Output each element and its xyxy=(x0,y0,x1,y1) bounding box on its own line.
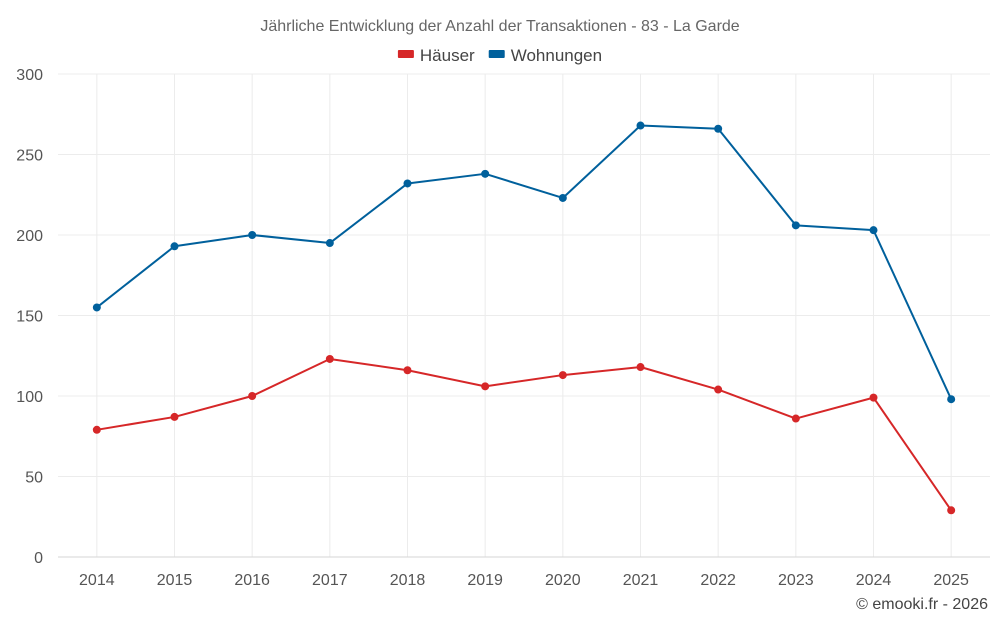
chart-title: Jährliche Entwicklung der Anzahl der Tra… xyxy=(260,18,739,35)
y-tick-label: 50 xyxy=(25,470,43,487)
data-point xyxy=(92,425,101,434)
data-point xyxy=(636,363,645,372)
chart-credit: © emooki.fr - 2026 xyxy=(856,596,988,613)
legend-item[interactable]: Häuser xyxy=(397,46,475,65)
y-tick-label: 0 xyxy=(34,550,43,567)
legend: Häuser Wohnungen xyxy=(397,46,602,65)
y-tick-label: 200 xyxy=(16,228,43,245)
series-line xyxy=(95,357,953,512)
data-point xyxy=(170,242,179,251)
data-point xyxy=(869,226,878,235)
data-point xyxy=(92,303,101,312)
data-point xyxy=(947,506,956,515)
y-tick-label: 250 xyxy=(16,148,43,165)
data-point xyxy=(325,354,334,363)
data-point xyxy=(248,231,257,239)
data-point xyxy=(791,221,800,230)
x-tick-label: 2019 xyxy=(467,572,503,589)
x-tick-label: 2021 xyxy=(623,572,659,589)
data-point xyxy=(325,239,334,248)
series-line xyxy=(95,124,953,401)
data-point xyxy=(170,412,179,421)
x-tick-label: 2023 xyxy=(778,572,814,589)
x-tick-label: 2022 xyxy=(700,572,736,589)
x-tick-label: 2018 xyxy=(390,572,426,589)
data-point xyxy=(403,179,412,188)
data-point xyxy=(714,385,723,394)
x-tick-label: 2014 xyxy=(79,572,115,589)
series-layer xyxy=(92,121,956,515)
legend-label: Häuser xyxy=(420,46,475,65)
data-point xyxy=(558,193,567,202)
data-point xyxy=(481,169,490,178)
x-tick-label: 2025 xyxy=(933,572,969,589)
x-tick-label: 2024 xyxy=(856,572,892,589)
legend-label: Wohnungen xyxy=(511,46,602,65)
x-tick-label: 2016 xyxy=(234,572,270,589)
axis-layer: 0 50 100 150 200 250 300 2014 2015 2016 2017 2018 20… xyxy=(16,67,990,589)
data-point xyxy=(869,393,878,402)
x-tick-label: 2017 xyxy=(312,572,348,589)
legend-item[interactable]: Wohnungen xyxy=(488,46,602,65)
legend-swatch xyxy=(397,50,414,58)
data-point xyxy=(403,366,412,375)
data-point xyxy=(636,121,645,130)
y-tick-label: 100 xyxy=(16,389,43,406)
grid-layer xyxy=(58,73,990,557)
data-point xyxy=(947,395,956,404)
data-point xyxy=(481,382,490,391)
y-tick-label: 300 xyxy=(16,67,43,84)
data-point xyxy=(714,124,723,133)
series-1 xyxy=(92,121,956,404)
legend-swatch xyxy=(488,50,505,58)
data-point xyxy=(558,371,567,380)
series-0 xyxy=(92,354,956,515)
data-point xyxy=(248,392,257,400)
x-tick-label: 2020 xyxy=(545,572,581,589)
data-point xyxy=(791,414,800,423)
y-tick-label: 150 xyxy=(16,309,43,326)
x-tick-label: 2015 xyxy=(157,572,193,589)
